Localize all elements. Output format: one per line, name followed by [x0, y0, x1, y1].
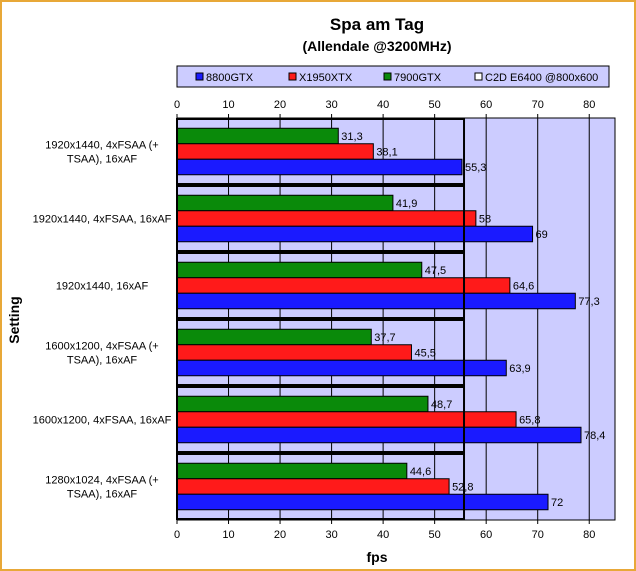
x-tick-label-top: 0 [174, 99, 180, 111]
bar-8800gtx [176, 426, 582, 444]
bar-x1950xtx [176, 411, 517, 428]
x-axis-label: fps [367, 549, 388, 565]
data-label: 77,3 [578, 296, 599, 308]
x-tick-label-top: 40 [377, 99, 389, 111]
x-tick-label-bottom: 30 [325, 529, 337, 541]
x-tick-label-bottom: 0 [174, 529, 180, 541]
data-label: 78,4 [584, 430, 605, 442]
bar-7900gtx [176, 127, 339, 145]
bar-x1950xtx [176, 210, 477, 227]
plot-area: 0 0 10 10 20 20 30 30 40 40 50 50 60 60 70 70 80 80 1920x1… [33, 99, 616, 541]
x-tick-label-bottom: 60 [480, 529, 492, 541]
data-label: 41,9 [396, 198, 417, 210]
bar-7900gtx [176, 194, 394, 212]
x-tick-label-bottom: 50 [429, 529, 441, 541]
legend-label: X1950XTX [299, 72, 353, 84]
bar-8800gtx [176, 292, 576, 310]
data-label: 45,5 [414, 348, 435, 360]
chart-subtitle: (Allendale @3200MHz) [302, 38, 451, 54]
data-label: 72 [551, 497, 563, 509]
bar-7900gtx [176, 395, 429, 413]
legend-swatch [288, 72, 297, 81]
data-label: 31,3 [341, 131, 362, 143]
category-label: 1920x1440, 4xFSAA, 16xAF [33, 214, 172, 226]
data-label: 55,3 [465, 162, 486, 174]
legend-label: C2D E6400 @800x600 [485, 72, 598, 84]
legend-swatch [474, 72, 483, 81]
bar-7900gtx [176, 328, 372, 346]
x-tick-label-top: 10 [222, 99, 234, 111]
bar-8800gtx [176, 225, 534, 243]
x-tick-label-top: 30 [325, 99, 337, 111]
x-tick-label-bottom: 40 [377, 529, 389, 541]
data-label: 64,6 [513, 281, 534, 293]
data-label: 37,7 [374, 332, 395, 344]
legend: 8800GTX X1950XTX 7900GTX C2D E6400 @800x600 [176, 65, 610, 88]
x-tick-label-bottom: 10 [222, 529, 234, 541]
chart-title: Spa am Tag [330, 15, 424, 34]
x-tick-label-top: 20 [274, 99, 286, 111]
x-tick-label-top: 50 [429, 99, 441, 111]
data-label: 47,5 [425, 265, 446, 277]
x-tick-label-top: 70 [532, 99, 544, 111]
data-label: 44,6 [410, 466, 431, 478]
data-label: 69 [536, 229, 548, 241]
legend-swatch [383, 72, 392, 81]
bar-7900gtx [176, 261, 423, 279]
legend-label: 8800GTX [206, 72, 254, 84]
data-label: 65,8 [519, 415, 540, 427]
x-tick-label-top: 60 [480, 99, 492, 111]
bar-x1950xtx [176, 277, 511, 294]
data-label: 58 [479, 214, 491, 226]
bar-c2d-e6400 [176, 185, 466, 252]
category-label: 1920x1440, 4xFSAA (+ TSAA), 16xAF [45, 140, 158, 166]
bar-c2d-e6400 [176, 252, 466, 319]
bar-x1950xtx [176, 478, 450, 495]
bar-c2d-e6400 [176, 453, 466, 520]
bar-c2d-e6400 [176, 386, 466, 453]
x-tick-label-bottom: 20 [274, 529, 286, 541]
bar-7900gtx [176, 462, 408, 480]
data-label: 52,8 [452, 482, 473, 494]
bar-x1950xtx [176, 344, 412, 361]
data-label: 38,1 [376, 147, 397, 159]
legend-box [176, 65, 610, 88]
bar-8800gtx [176, 359, 507, 377]
bar-8800gtx [176, 493, 549, 511]
legend-label: 7900GTX [394, 72, 442, 84]
category-label: 1920x1440, 16xAF [56, 281, 149, 293]
x-tick-label-bottom: 80 [583, 529, 595, 541]
data-label: 63,9 [509, 363, 530, 375]
legend-swatch [195, 72, 204, 81]
x-tick-label-bottom: 70 [532, 529, 544, 541]
data-label: 48,7 [431, 399, 452, 411]
y-axis-label: Setting [6, 296, 22, 343]
bar-x1950xtx [176, 143, 374, 160]
category-label: 1600x1200, 4xFSAA, 16xAF [33, 415, 172, 427]
bar-c2d-e6400 [176, 319, 466, 386]
bar-c2d-e6400 [176, 118, 466, 185]
category-label: 1600x1200, 4xFSAA (+ TSAA), 16xAF [45, 341, 158, 367]
x-tick-label-top: 80 [583, 99, 595, 111]
bar-8800gtx [176, 158, 463, 176]
category-label: 1280x1024, 4xFSAA (+ TSAA), 16xAF [45, 475, 158, 501]
